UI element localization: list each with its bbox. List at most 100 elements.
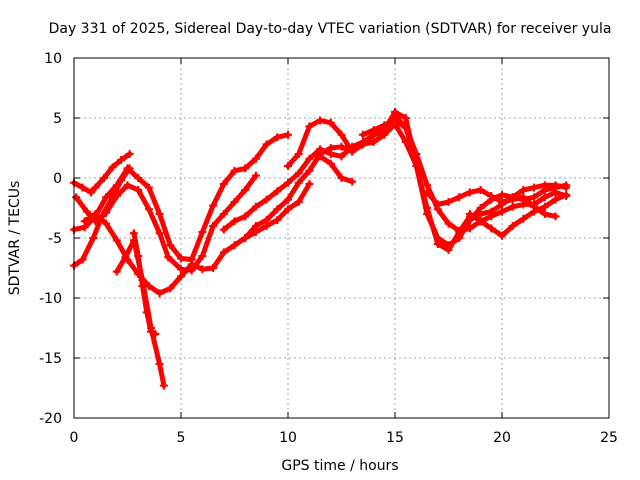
data-point	[138, 282, 147, 290]
data-point	[358, 140, 367, 149]
data-point	[391, 116, 399, 125]
series-arc-11	[316, 152, 357, 186]
y-axis-label: SDTVAR / TECUs	[7, 181, 23, 296]
data-point	[530, 193, 539, 202]
data-point	[476, 217, 485, 226]
data-point	[455, 226, 464, 235]
data-point	[164, 253, 173, 262]
data-point	[251, 202, 260, 211]
x-tick-label: 5	[177, 430, 186, 446]
data-point	[305, 166, 314, 175]
data-point	[401, 114, 410, 122]
data-point	[129, 229, 138, 238]
series-arc-13	[423, 186, 560, 221]
x-tick-label: 25	[600, 430, 618, 446]
y-tick-label: -20	[39, 411, 62, 427]
data-point	[155, 360, 164, 368]
data-point	[219, 248, 228, 257]
x-axis-label: GPS time / hours	[281, 458, 398, 474]
data-point	[241, 234, 250, 242]
data-point	[305, 122, 314, 131]
data-point	[540, 186, 549, 194]
y-tick-label: 0	[53, 171, 62, 187]
data-point	[99, 174, 108, 182]
data-point	[273, 133, 282, 142]
data-point	[91, 210, 100, 218]
data-point	[337, 152, 346, 161]
series-arc-9	[241, 120, 571, 254]
series-line	[317, 153, 355, 185]
data-point	[551, 195, 560, 204]
data-point	[112, 267, 121, 276]
data-point	[444, 198, 453, 206]
data-point	[540, 202, 549, 211]
data-point	[316, 152, 325, 161]
data-point	[423, 181, 432, 190]
y-tick-label: 5	[53, 111, 62, 127]
data-point	[284, 205, 292, 214]
data-point	[337, 142, 346, 151]
data-point	[423, 210, 432, 218]
data-point	[348, 177, 357, 186]
data-point	[134, 252, 143, 260]
data-point	[112, 192, 121, 200]
data-point	[142, 308, 151, 317]
data-point	[476, 204, 485, 212]
data-point	[273, 205, 282, 214]
data-point	[155, 210, 164, 218]
data-point	[498, 190, 506, 199]
data-point	[540, 193, 549, 202]
data-point	[423, 188, 432, 197]
data-point	[273, 216, 282, 224]
data-point	[198, 265, 207, 274]
data-point	[337, 130, 346, 139]
data-point	[144, 183, 153, 192]
data-point	[108, 163, 117, 172]
data-point	[380, 121, 389, 130]
data-point	[251, 171, 260, 180]
data-point	[562, 181, 571, 190]
data-point	[465, 210, 474, 218]
data-point	[187, 260, 196, 269]
data-point	[89, 234, 98, 242]
data-point	[112, 236, 121, 245]
data-point	[177, 254, 185, 263]
data-point	[519, 193, 528, 202]
data-point	[562, 190, 571, 199]
data-point	[82, 207, 91, 216]
data-point	[487, 192, 496, 200]
data-point	[209, 222, 218, 230]
data-point	[102, 219, 111, 228]
data-point	[134, 174, 143, 182]
data-point	[80, 217, 89, 226]
data-point	[144, 205, 153, 214]
data-point	[284, 162, 292, 170]
data-point	[433, 200, 442, 209]
data-point	[294, 150, 303, 158]
data-point	[155, 229, 164, 238]
data-point	[166, 241, 175, 250]
data-point	[209, 201, 218, 210]
data-point	[391, 108, 399, 116]
data-point	[117, 156, 126, 164]
data-point	[262, 195, 271, 204]
data-point	[551, 188, 560, 197]
data-point	[121, 253, 130, 262]
data-point	[337, 174, 346, 182]
series-line	[82, 181, 312, 296]
data-point	[251, 222, 260, 230]
data-point	[125, 150, 134, 158]
series-arc-7	[129, 229, 160, 338]
data-point	[358, 130, 367, 139]
data-point	[177, 272, 185, 281]
data-point	[123, 181, 132, 190]
data-point	[401, 123, 410, 132]
y-tick-label: -10	[39, 291, 62, 307]
data-point	[412, 150, 421, 158]
data-point	[230, 217, 239, 226]
data-point	[305, 154, 314, 163]
data-point	[219, 210, 228, 218]
data-point	[91, 183, 100, 192]
x-tick-label: 0	[70, 430, 79, 446]
